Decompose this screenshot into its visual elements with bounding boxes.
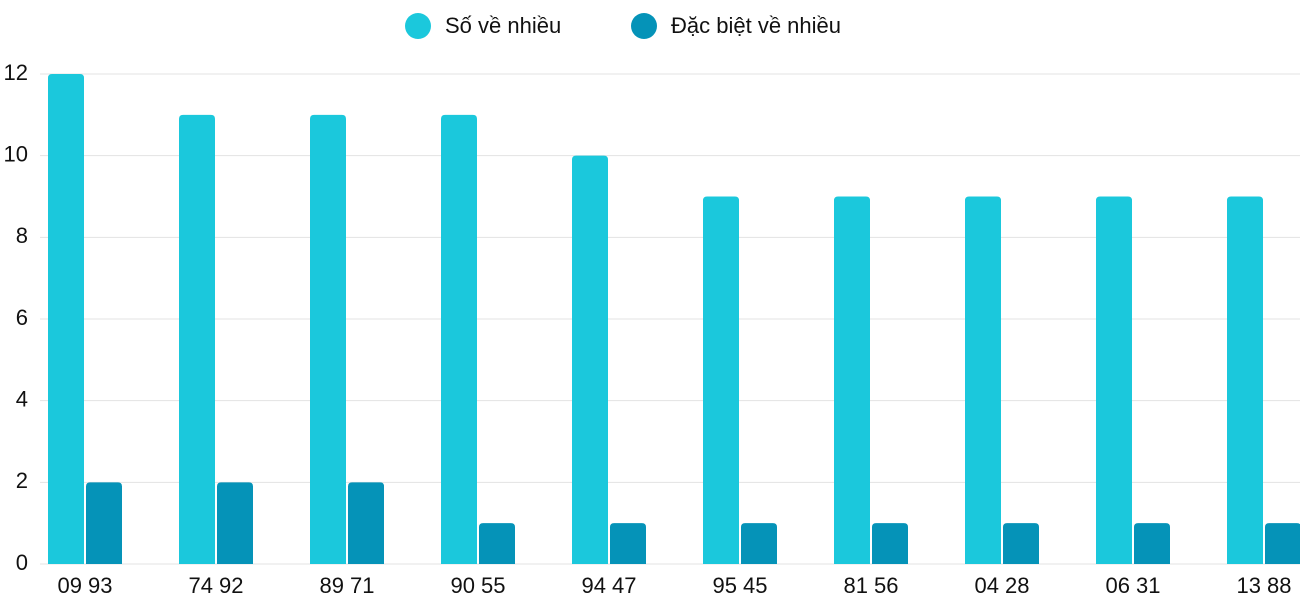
legend-swatch — [631, 13, 657, 39]
x-tick-label: 90 55 — [450, 573, 505, 598]
x-tick-label: 13 88 — [1236, 573, 1291, 598]
bar — [48, 74, 84, 564]
y-tick-label: 4 — [16, 386, 28, 411]
legend-label: Số về nhiều — [445, 13, 561, 38]
x-tick-label: 74 92 — [188, 573, 243, 598]
bar — [179, 114, 215, 564]
bar — [1265, 523, 1300, 564]
legend-label: Đặc biệt về nhiều — [671, 13, 841, 38]
bar — [572, 155, 608, 564]
y-tick-label: 2 — [16, 468, 28, 493]
bar — [1003, 523, 1039, 564]
bar — [1096, 196, 1132, 564]
x-tick-label: 81 56 — [843, 573, 898, 598]
y-tick-label: 8 — [16, 223, 28, 248]
x-tick-label: 89 71 — [319, 573, 374, 598]
legend-swatch — [405, 13, 431, 39]
y-tick-label: 0 — [16, 550, 28, 575]
bar — [703, 196, 739, 564]
bar — [1227, 196, 1263, 564]
x-tick-label: 04 28 — [974, 573, 1029, 598]
bar — [965, 196, 1001, 564]
bar — [348, 482, 384, 564]
y-tick-label: 6 — [16, 305, 28, 330]
bar — [872, 523, 908, 564]
bar — [610, 523, 646, 564]
bar — [834, 196, 870, 564]
bar — [479, 523, 515, 564]
x-tick-label: 06 31 — [1105, 573, 1160, 598]
bar — [1134, 523, 1170, 564]
x-tick-label: 09 93 — [57, 573, 112, 598]
x-tick-label: 95 45 — [712, 573, 767, 598]
x-tick-label: 94 47 — [581, 573, 636, 598]
y-tick-label: 12 — [4, 60, 28, 85]
y-tick-label: 10 — [4, 141, 28, 166]
bar — [441, 114, 477, 564]
bar — [310, 114, 346, 564]
bar — [217, 482, 253, 564]
bar — [741, 523, 777, 564]
bar — [86, 482, 122, 564]
